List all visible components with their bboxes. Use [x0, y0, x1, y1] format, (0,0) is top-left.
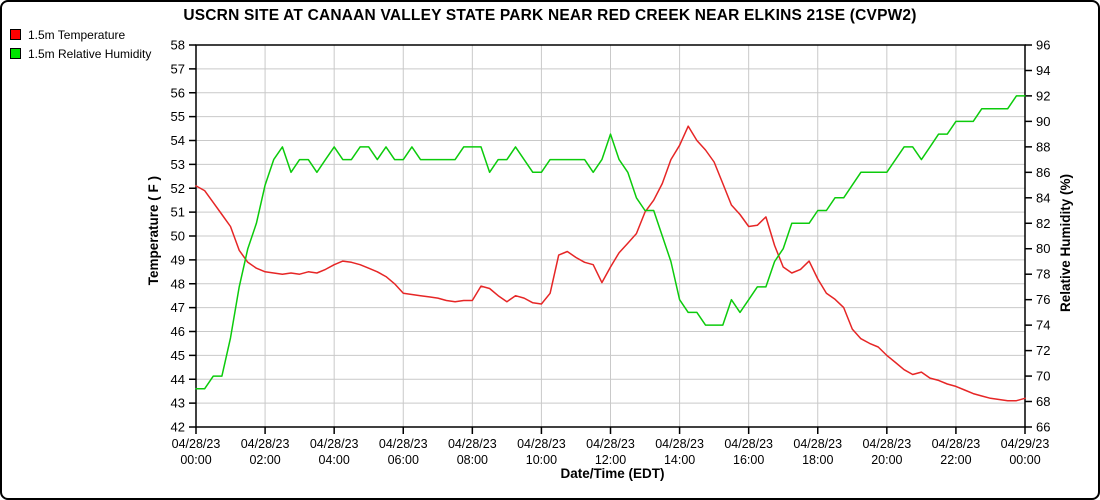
temperature-swatch-icon: [10, 29, 21, 40]
svg-text:42: 42: [171, 420, 185, 435]
svg-text:04/28/23: 04/28/23: [379, 437, 428, 451]
y-axis-right-ticks: 66 68 70 72 74 76 78 80 82 84 86 88 90 92 94 96: [1025, 38, 1050, 435]
svg-text:04/28/23: 04/28/23: [862, 437, 911, 451]
svg-text:90: 90: [1036, 114, 1050, 129]
svg-text:54: 54: [171, 133, 185, 148]
svg-text:92: 92: [1036, 88, 1050, 103]
legend-item-humidity: 1.5m Relative Humidity: [10, 44, 151, 63]
svg-text:55: 55: [171, 109, 185, 124]
svg-text:12:00: 12:00: [595, 453, 626, 467]
svg-text:22:00: 22:00: [940, 453, 971, 467]
gridlines: [196, 45, 1025, 427]
x-axis-ticks: 04/28/23 00:00 04/28/23 02:00 04/28/23 04:00 0…: [172, 427, 1050, 467]
svg-text:06:00: 06:00: [388, 453, 419, 467]
svg-text:49: 49: [171, 252, 185, 267]
svg-text:00:00: 00:00: [1009, 453, 1040, 467]
svg-text:80: 80: [1036, 241, 1050, 256]
humidity-line: [195, 95, 1026, 390]
svg-text:04/28/23: 04/28/23: [517, 437, 566, 451]
svg-text:10:00: 10:00: [526, 453, 557, 467]
svg-text:04:00: 04:00: [319, 453, 350, 467]
x-axis-title: Date/Time (EDT): [560, 466, 665, 481]
svg-text:72: 72: [1036, 343, 1050, 358]
svg-text:04/28/23: 04/28/23: [310, 437, 359, 451]
svg-text:70: 70: [1036, 369, 1050, 384]
svg-text:16:00: 16:00: [733, 453, 764, 467]
svg-text:20:00: 20:00: [871, 453, 902, 467]
svg-text:56: 56: [171, 85, 185, 100]
svg-text:04/28/23: 04/28/23: [724, 437, 773, 451]
svg-text:44: 44: [171, 372, 185, 387]
svg-text:50: 50: [171, 229, 185, 244]
svg-text:18:00: 18:00: [802, 453, 833, 467]
svg-text:66: 66: [1036, 420, 1050, 435]
svg-text:88: 88: [1036, 139, 1050, 154]
legend-label-humidity: 1.5m Relative Humidity: [28, 46, 152, 61]
svg-text:04/28/23: 04/28/23: [448, 437, 497, 451]
svg-text:04/28/23: 04/28/23: [172, 437, 221, 451]
svg-text:45: 45: [171, 348, 185, 363]
svg-text:53: 53: [171, 157, 185, 172]
svg-text:04/28/23: 04/28/23: [586, 437, 635, 451]
svg-text:76: 76: [1036, 292, 1050, 307]
svg-text:04/29/23: 04/29/23: [1001, 437, 1050, 451]
svg-text:43: 43: [171, 396, 185, 411]
chart-title: USCRN SITE AT CANAAN VALLEY STATE PARK N…: [183, 7, 917, 24]
svg-text:57: 57: [171, 61, 185, 76]
svg-text:04/28/23: 04/28/23: [655, 437, 704, 451]
svg-text:78: 78: [1036, 267, 1050, 282]
svg-text:47: 47: [171, 300, 185, 315]
legend: 1.5m Temperature 1.5m Relative Humidity: [10, 25, 151, 63]
humidity-swatch-icon: [10, 48, 21, 59]
svg-text:51: 51: [171, 205, 185, 220]
y-axis-right-title: Relative Humidity (%): [1058, 174, 1073, 313]
svg-text:14:00: 14:00: [664, 453, 695, 467]
y-axis-left-title: Temperature ( F ): [146, 176, 161, 286]
svg-text:94: 94: [1036, 63, 1050, 78]
svg-text:46: 46: [171, 324, 185, 339]
svg-text:08:00: 08:00: [457, 453, 488, 467]
legend-label-temperature: 1.5m Temperature: [28, 27, 126, 42]
svg-text:68: 68: [1036, 394, 1050, 409]
svg-text:00:00: 00:00: [180, 453, 211, 467]
legend-item-temperature: 1.5m Temperature: [10, 25, 151, 44]
svg-text:96: 96: [1036, 38, 1050, 53]
svg-text:04/28/23: 04/28/23: [932, 437, 981, 451]
svg-text:52: 52: [171, 181, 185, 196]
svg-text:48: 48: [171, 276, 185, 291]
svg-text:82: 82: [1036, 216, 1050, 231]
svg-text:04/28/23: 04/28/23: [241, 437, 290, 451]
svg-text:84: 84: [1036, 190, 1050, 205]
svg-text:02:00: 02:00: [249, 453, 280, 467]
temperature-line: [195, 125, 1026, 402]
svg-text:04/28/23: 04/28/23: [793, 437, 842, 451]
y-axis-left-ticks: 42 43 44 45 46 47 48 49 50 51 52 53 54 55 56 57 58: [171, 38, 196, 435]
svg-text:58: 58: [171, 38, 185, 53]
svg-text:86: 86: [1036, 165, 1050, 180]
svg-text:74: 74: [1036, 318, 1050, 333]
